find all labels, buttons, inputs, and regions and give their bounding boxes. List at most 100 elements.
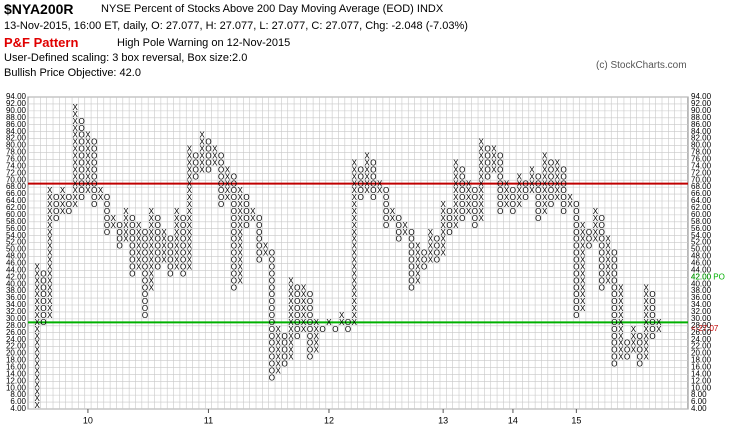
- y-tick-label: 56.00: [6, 224, 27, 233]
- box: X: [491, 165, 497, 174]
- box: X: [643, 353, 649, 362]
- y-tick-label: 10.00: [6, 383, 27, 392]
- box: X: [580, 290, 586, 299]
- box: O: [599, 214, 605, 223]
- box: O: [180, 214, 186, 223]
- box: X: [352, 214, 358, 223]
- box: O: [129, 228, 135, 237]
- box: X: [314, 339, 320, 348]
- box: X: [555, 186, 561, 195]
- y-tick-label-right: 4.00: [691, 404, 707, 413]
- box: X: [237, 207, 243, 216]
- box: O: [129, 221, 135, 230]
- box: X: [98, 193, 104, 202]
- box: O: [269, 325, 275, 334]
- box: X: [47, 262, 53, 271]
- box: X: [47, 283, 53, 292]
- box: O: [446, 221, 452, 230]
- y-tick-label: 94.00: [6, 92, 27, 101]
- box: X: [34, 346, 40, 355]
- y-tick-label: 36.00: [6, 293, 27, 302]
- box: O: [459, 207, 465, 216]
- box: X: [199, 138, 205, 147]
- box: O: [218, 193, 224, 202]
- box: X: [542, 165, 548, 174]
- y-tick-label: 14.00: [6, 369, 27, 378]
- box: X: [174, 228, 180, 237]
- box: X: [428, 235, 434, 244]
- y-tick-label-right: 16.00: [691, 363, 712, 372]
- box: O: [611, 353, 617, 362]
- box: O: [421, 262, 427, 271]
- box: X: [364, 179, 370, 188]
- box: O: [91, 186, 97, 195]
- box: O: [307, 304, 313, 313]
- box: O: [167, 235, 173, 244]
- box: O: [421, 249, 427, 258]
- box: X: [301, 290, 307, 299]
- box: O: [117, 242, 123, 251]
- box: X: [149, 235, 155, 244]
- box: O: [522, 179, 528, 188]
- box: X: [643, 339, 649, 348]
- box: O: [193, 152, 199, 161]
- box: O: [269, 339, 275, 348]
- box: X: [47, 276, 53, 285]
- box: X: [237, 256, 243, 265]
- box: X: [212, 152, 218, 161]
- box: O: [269, 297, 275, 306]
- box: X: [149, 276, 155, 285]
- box: O: [91, 158, 97, 167]
- y-tick-label: 54.00: [6, 231, 27, 240]
- box: X: [656, 325, 662, 334]
- box: X: [73, 165, 79, 174]
- box: X: [352, 297, 358, 306]
- y-tick-label-right: 42.00: [691, 272, 712, 281]
- box: O: [345, 325, 351, 334]
- box: O: [611, 360, 617, 369]
- box: X: [123, 214, 129, 223]
- y-tick-label-right: 24.00: [691, 335, 712, 344]
- box: X: [149, 283, 155, 292]
- box: X: [529, 179, 535, 188]
- box: X: [479, 172, 485, 181]
- box: X: [567, 200, 573, 209]
- box: O: [78, 124, 84, 133]
- box: O: [611, 249, 617, 258]
- box: X: [187, 193, 193, 202]
- box: X: [187, 242, 193, 251]
- box: X: [605, 242, 611, 251]
- box: O: [218, 152, 224, 161]
- x-tick-label: 15: [571, 415, 581, 425]
- column: XX: [111, 214, 117, 230]
- box: X: [174, 262, 180, 271]
- y-tick-label: 44.00: [6, 265, 27, 274]
- y-tick-label: 76.00: [6, 155, 27, 164]
- box: X: [187, 145, 193, 154]
- objective: Bullish Price Objective: 42.0: [4, 67, 141, 79]
- box: X: [174, 256, 180, 265]
- box: O: [649, 332, 655, 341]
- box: O: [510, 193, 516, 202]
- box: O: [548, 179, 554, 188]
- box: X: [466, 193, 472, 202]
- box: X: [288, 332, 294, 341]
- box: O: [497, 179, 503, 188]
- box: X: [212, 145, 218, 154]
- box: X: [111, 214, 117, 223]
- y-tick-label-right: 38.00: [691, 286, 712, 295]
- box: O: [91, 138, 97, 147]
- box: X: [47, 290, 53, 299]
